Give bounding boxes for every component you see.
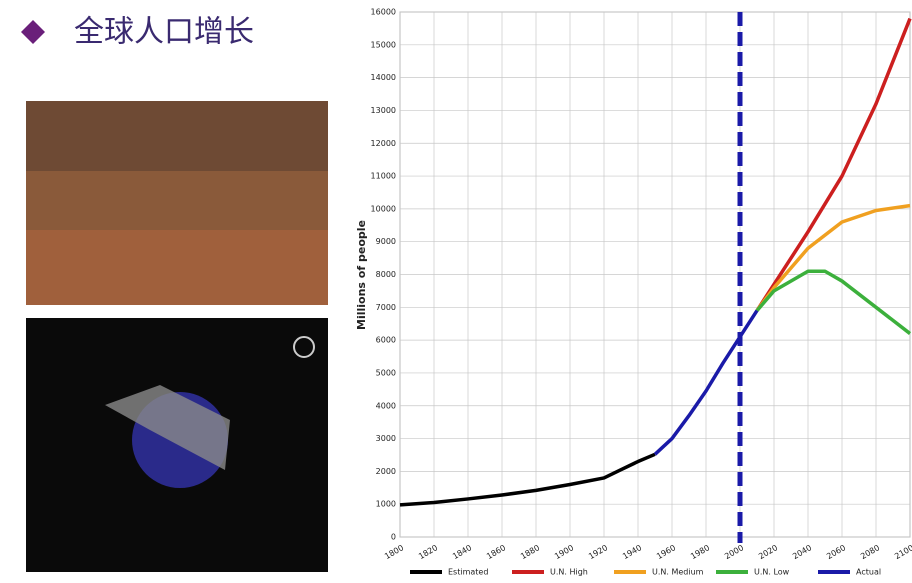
y-tick-label: 7000 — [376, 303, 396, 312]
legend-label: U.N. High — [550, 568, 588, 577]
y-tick-label: 16000 — [371, 8, 396, 17]
legend-label: U.N. Low — [754, 568, 790, 577]
bullet-diamond — [21, 20, 45, 44]
y-tick-label: 1000 — [376, 500, 396, 509]
y-tick-label: 11000 — [371, 172, 396, 181]
y-tick-label: 8000 — [376, 270, 396, 279]
y-tick-label: 14000 — [371, 73, 396, 82]
y-tick-label: 3000 — [376, 434, 396, 443]
slide-title: 全球人口增长 — [74, 15, 254, 50]
legend-label: U.N. Medium — [652, 568, 704, 577]
y-tick-label: 9000 — [376, 237, 396, 246]
y-tick-label: 2000 — [376, 467, 396, 476]
series-line — [653, 309, 759, 456]
y-tick-label: 12000 — [371, 139, 396, 148]
y-tick-label: 6000 — [376, 336, 396, 345]
crowd-photo — [26, 101, 328, 305]
legend-label: Actual — [856, 568, 881, 577]
y-tick-label: 15000 — [371, 40, 396, 49]
series-line — [755, 203, 911, 312]
y-tick-label: 0 — [391, 533, 396, 542]
y-tick-label: 10000 — [371, 204, 396, 213]
y-tick-label: 13000 — [371, 106, 396, 115]
y-tick-label: 5000 — [376, 368, 396, 377]
legend-label: Estimated — [448, 568, 488, 577]
series-line — [755, 269, 912, 335]
y-tick-label: 4000 — [376, 401, 396, 410]
globe-photo — [26, 318, 328, 572]
y-axis-label: Millions of people — [355, 220, 368, 330]
series-line — [399, 452, 656, 507]
